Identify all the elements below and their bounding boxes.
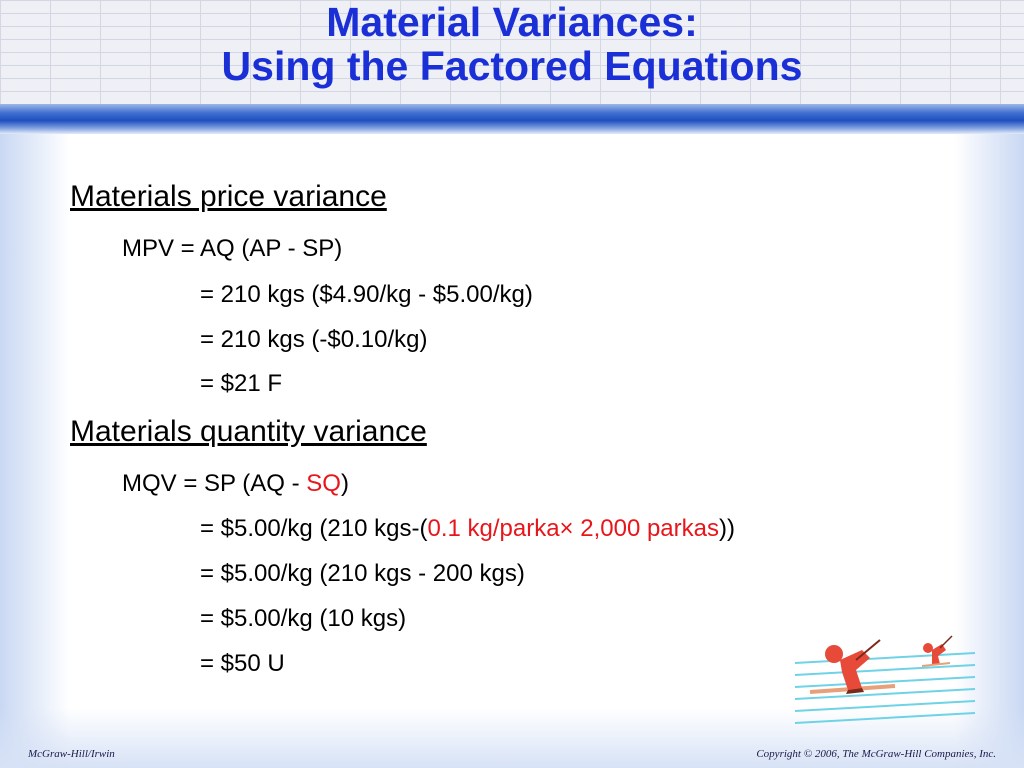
mpv-step-2: = 210 kgs (-$0.10/kg) xyxy=(200,326,428,353)
footer-copyright: Copyright © 2006, The McGraw-Hill Compan… xyxy=(756,748,996,760)
skier-clipart-icon xyxy=(794,635,976,724)
mqv-formula: MQV = SP (AQ - SQ) xyxy=(122,470,349,498)
title-line-2: Using the Factored Equations xyxy=(221,43,803,89)
left-edge-fade xyxy=(0,134,70,768)
mqv-formula-highlight: SQ xyxy=(306,470,341,497)
mpv-result: = $21 F xyxy=(200,370,283,397)
mqv-step-1: = $5.00/kg (210 kgs-(0.1 kg/parka× 2,000… xyxy=(200,515,735,543)
mqv-result: = $50 U xyxy=(200,650,285,677)
mpv-step-1: = 210 kgs ($4.90/kg - $5.00/kg) xyxy=(200,281,533,308)
mqv-formula-prefix: MQV = SP (AQ - xyxy=(122,470,307,497)
mqv-step-2: = $5.00/kg (210 kgs - 200 kgs) xyxy=(200,560,525,587)
right-edge-fade xyxy=(954,134,1024,768)
bottom-edge-fade xyxy=(0,708,1024,768)
mqv-step-3: = $5.00/kg (10 kgs) xyxy=(200,605,407,632)
price-variance-heading: Materials price variance xyxy=(70,180,387,213)
mqv-step-1-suffix: )) xyxy=(719,515,735,542)
mqv-step-1-highlight: 0.1 kg/parka× 2,000 parkas xyxy=(427,515,719,542)
slide-title: Material Variances: Using the Factored E… xyxy=(0,0,1024,88)
mpv-formula: MPV = AQ (AP - SP) xyxy=(122,235,343,262)
title-line-1: Material Variances: xyxy=(326,0,698,45)
mqv-step-1-prefix: = $5.00/kg (210 kgs-( xyxy=(200,515,428,542)
mqv-formula-suffix: ) xyxy=(340,470,349,497)
footer-publisher: McGraw-Hill/Irwin xyxy=(28,748,115,760)
quantity-variance-heading: Materials quantity variance xyxy=(70,415,427,448)
header-blue-stripe xyxy=(0,104,1024,134)
header-grid-band xyxy=(0,0,1024,104)
